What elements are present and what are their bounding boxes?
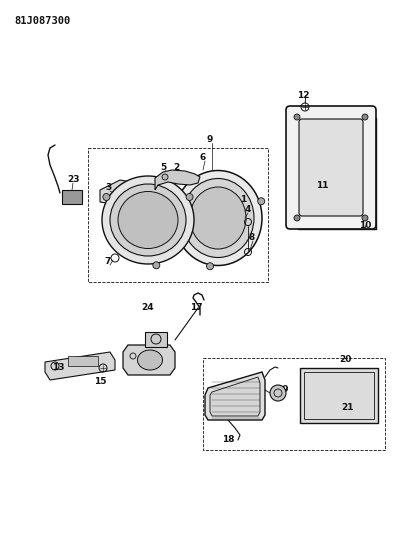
Circle shape (103, 193, 110, 200)
Circle shape (258, 198, 265, 205)
Circle shape (153, 262, 160, 269)
Text: 7: 7 (105, 257, 111, 266)
Ellipse shape (174, 171, 262, 265)
Polygon shape (123, 345, 175, 375)
Text: 3: 3 (105, 183, 111, 192)
Text: 11: 11 (316, 181, 328, 190)
Text: 1: 1 (240, 196, 246, 205)
Circle shape (206, 263, 214, 270)
Bar (304, 372, 374, 419)
Text: 81J087300: 81J087300 (14, 16, 70, 26)
Text: 10: 10 (359, 221, 371, 230)
Text: 24: 24 (142, 303, 154, 311)
Text: 14: 14 (156, 351, 168, 359)
Polygon shape (205, 372, 265, 420)
Circle shape (362, 114, 368, 120)
Ellipse shape (118, 191, 178, 248)
Ellipse shape (137, 350, 162, 370)
Bar (145, 332, 167, 347)
Bar (62, 190, 82, 204)
Text: 23: 23 (67, 175, 79, 184)
Text: 22: 22 (209, 400, 221, 409)
Polygon shape (100, 180, 145, 205)
Circle shape (162, 174, 168, 180)
Text: 6: 6 (200, 154, 206, 163)
Circle shape (294, 114, 300, 120)
Text: 2: 2 (173, 163, 179, 172)
Bar (300, 368, 378, 423)
FancyBboxPatch shape (299, 119, 363, 216)
Text: 16: 16 (129, 358, 141, 367)
FancyBboxPatch shape (286, 106, 376, 229)
Ellipse shape (102, 176, 194, 264)
Text: 9: 9 (207, 135, 213, 144)
Text: 8: 8 (249, 233, 255, 243)
Text: 20: 20 (339, 356, 351, 365)
Text: 12: 12 (297, 91, 309, 100)
Circle shape (362, 215, 368, 221)
Circle shape (270, 385, 286, 401)
Text: 15: 15 (94, 377, 106, 386)
Ellipse shape (190, 187, 246, 249)
Circle shape (171, 198, 178, 205)
Text: 4: 4 (245, 206, 251, 214)
Ellipse shape (182, 179, 254, 257)
Polygon shape (155, 170, 200, 190)
Ellipse shape (110, 184, 186, 256)
Text: 18: 18 (222, 435, 234, 445)
Bar (68, 356, 98, 366)
Text: 17: 17 (190, 303, 202, 311)
Text: 19: 19 (276, 385, 288, 394)
Text: 13: 13 (52, 364, 64, 373)
Polygon shape (45, 352, 115, 380)
Text: 21: 21 (341, 403, 353, 413)
Polygon shape (210, 377, 260, 416)
Text: 5: 5 (160, 163, 166, 172)
Circle shape (294, 215, 300, 221)
Circle shape (186, 193, 193, 200)
